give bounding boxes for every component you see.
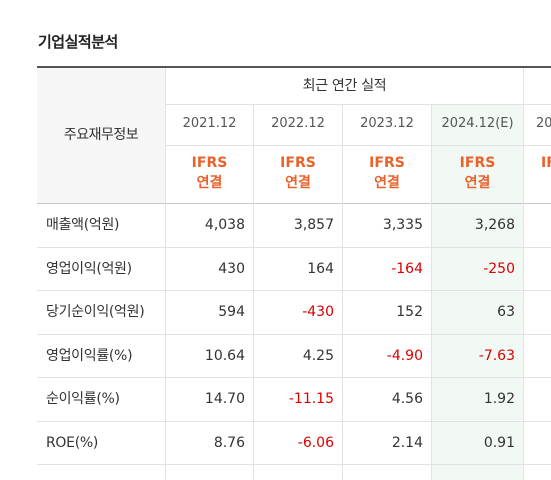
basis-header: IFRS 연결 [432,146,523,202]
year-header: 2024.12(E) [441,116,514,131]
year-header: 2023.12 [360,116,414,131]
table-cell-value: 63 [497,304,515,320]
basis-standard: IF [541,155,551,171]
table-cell-value: 8.76 [213,435,245,451]
grid-line [342,104,343,480]
basis-header: IF [541,146,551,202]
row-label-roe: ROE(%) [46,435,99,451]
row-label-operating-margin: 영업이익률(%) [46,348,133,364]
grid-line [166,104,551,105]
row-label-net-income: 당기순이익(억원) [46,304,145,320]
table-cell-value: -11.15 [288,391,334,407]
row-label-revenue: 매출액(억원) [46,217,120,233]
grid-line [431,104,432,480]
table-cell-value: -4.90 [386,348,423,364]
table-cell-value: 10.64 [204,348,245,364]
table-cell-value: -250 [483,261,515,277]
table-cell-value: 3,335 [382,217,423,233]
row-label-operating-income: 영업이익(억원) [46,261,132,277]
table-top-rule [37,66,551,68]
grid-line [37,334,551,335]
row-label-net-margin: 순이익률(%) [46,391,120,407]
estimate-column-highlight [431,104,523,480]
table-cell-value: -430 [302,304,334,320]
table-cell-value: -6.06 [297,435,334,451]
basis-scope: 연결 [285,175,311,191]
table-cell-value: 430 [218,261,245,277]
grid-line [523,68,524,480]
table-cell-value: 3,268 [474,217,515,233]
grid-line [37,421,551,422]
table-cell-value: 4.25 [302,348,334,364]
basis-standard: IFRS [280,155,316,171]
table-cell-value: 594 [218,304,245,320]
basis-header: IFRS 연결 [166,146,253,202]
grid-line [37,464,551,465]
grid-line [165,68,166,480]
table-cell-value: 14.70 [204,391,245,407]
table-cell-value: 4.56 [391,391,423,407]
grid-line [166,145,551,146]
table-cell-value: -7.63 [478,348,515,364]
basis-header: IFRS 연결 [254,146,342,202]
table-cell-value: 152 [396,304,423,320]
basis-scope: 연결 [464,175,491,191]
header-label: 주요재무정보 [63,127,139,143]
year-header: 2021.12 [182,116,237,131]
year-header: 2022.12 [271,116,325,131]
table-cell-value: 1.92 [483,391,515,407]
table-cell-value: -164 [391,261,423,277]
table-cell-value: 3,857 [293,217,334,233]
basis-header: IFRS 연결 [343,146,431,202]
grid-line [37,203,551,204]
header-group-label: 최근 연간 실적 [302,78,387,94]
basis-standard: IFRS [459,155,496,171]
grid-line [37,377,551,378]
basis-scope: 연결 [196,175,223,191]
label-column-background [37,68,165,203]
table-cell-value: 164 [307,261,334,277]
section-title: 기업실적분석 [38,33,118,51]
year-header: 20 [536,116,551,131]
grid-line [253,104,254,480]
table-cell-value: 2.14 [391,435,423,451]
table-cell-value: 4,038 [204,217,245,233]
table-cell-value: 0.91 [483,435,515,451]
basis-standard: IFRS [369,155,405,171]
basis-scope: 연결 [374,175,400,191]
basis-standard: IFRS [191,155,228,171]
grid-line [37,247,551,248]
grid-line [37,290,551,291]
